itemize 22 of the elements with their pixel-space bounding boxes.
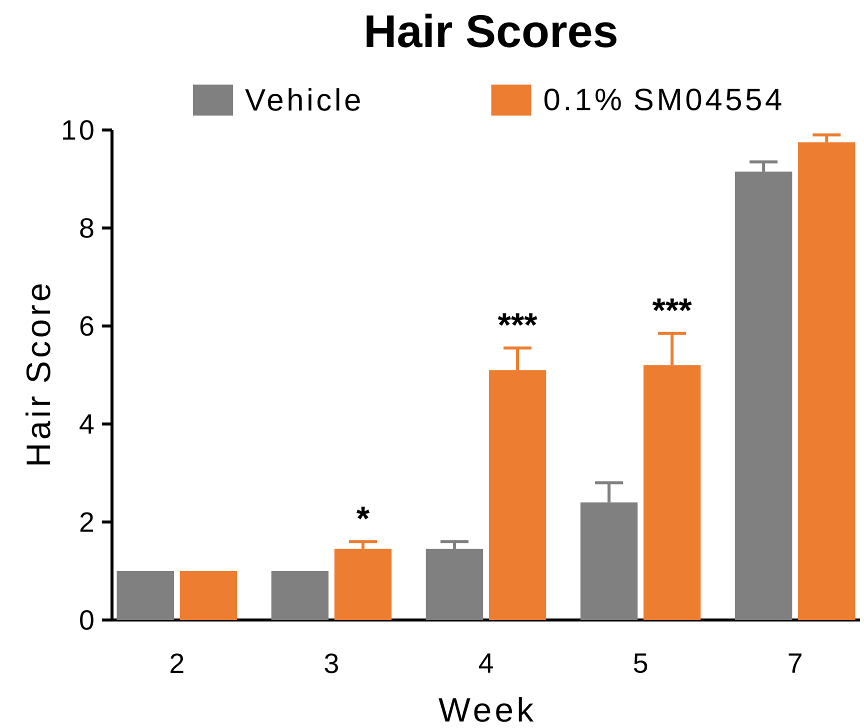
y-tick-label: 2 (80, 512, 94, 532)
chart-title: Hair Scores (366, 14, 616, 48)
x-tick-label: 2 (170, 654, 184, 673)
annotation: *** (498, 313, 538, 326)
x-tick-label: 4 (478, 654, 493, 673)
bar (116, 570, 174, 620)
annotation: *** (652, 298, 692, 312)
x-axis-title: Week (438, 697, 534, 722)
legend-label: Vehicle (245, 88, 360, 111)
y-tick-label: 0 (80, 610, 94, 630)
x-tick-label: 7 (788, 654, 802, 673)
y-tick-label: 10 (63, 120, 94, 140)
bar (271, 570, 329, 620)
y-tick-label: 6 (80, 316, 94, 336)
y-axis-title: Hair Score (26, 284, 50, 464)
annotation: * (356, 506, 370, 520)
legend-label: 0.1% SM04554 (544, 88, 782, 110)
bar (180, 570, 238, 620)
y-tick-label: 8 (80, 218, 94, 238)
y-tick-label: 4 (80, 414, 94, 434)
x-tick-label: 3 (324, 654, 338, 674)
x-tick-label: 5 (634, 654, 648, 673)
